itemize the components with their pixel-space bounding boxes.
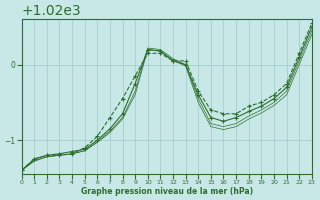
X-axis label: Graphe pression niveau de la mer (hPa): Graphe pression niveau de la mer (hPa) — [81, 187, 253, 196]
